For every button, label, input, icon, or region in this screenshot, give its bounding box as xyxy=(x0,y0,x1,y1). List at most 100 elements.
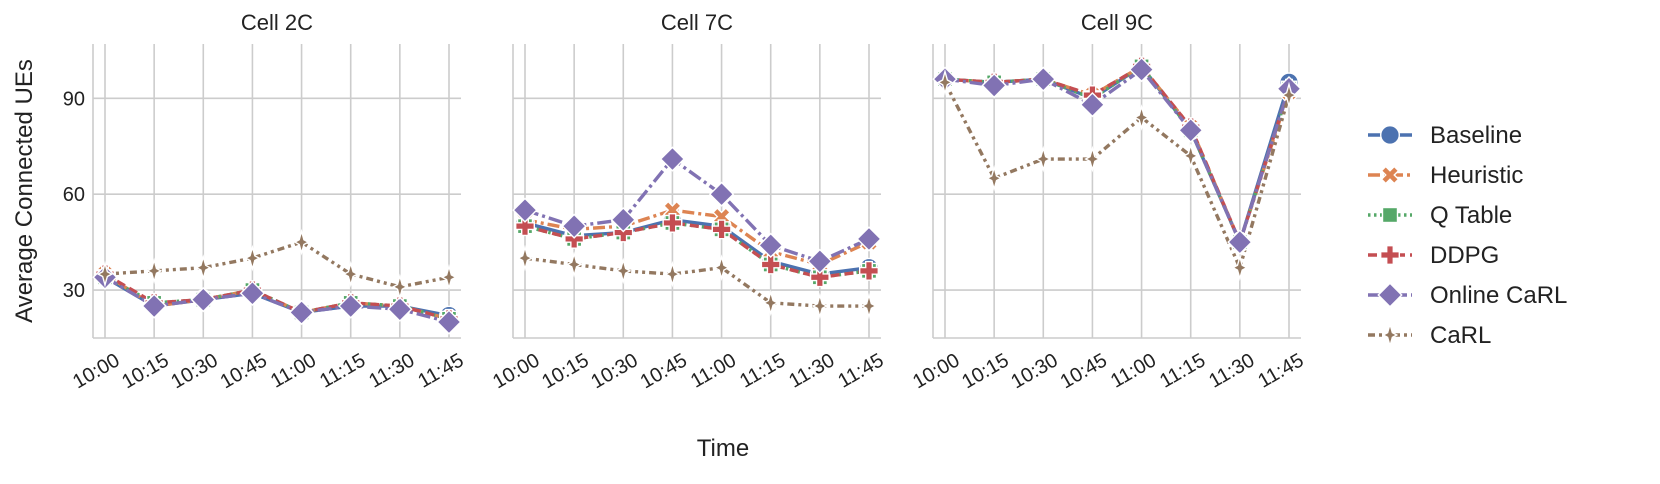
marker-diamond xyxy=(387,296,413,322)
marker-diamond xyxy=(659,146,686,172)
marker-diamond xyxy=(1079,92,1106,118)
x-tick-label: 10:00 xyxy=(489,349,543,393)
marker-diamond xyxy=(1377,282,1403,308)
x-tick-label: 11:30 xyxy=(365,349,418,392)
panel-title: Cell 2C xyxy=(241,10,313,35)
marker-plus xyxy=(662,212,683,233)
x-tick-label: 11:45 xyxy=(414,349,467,392)
marker-diamond xyxy=(338,293,364,319)
marker-star xyxy=(440,263,458,291)
marker-star xyxy=(1133,104,1150,131)
legend-item: Q Table xyxy=(1368,202,1512,229)
marker-diamond xyxy=(1227,229,1253,255)
panel-title: Cell 7C xyxy=(661,10,733,35)
marker-diamond xyxy=(1030,66,1056,92)
marker-star xyxy=(811,292,829,320)
x-tick-label: 10:00 xyxy=(909,349,963,393)
x-tick-label: 11:15 xyxy=(316,349,369,392)
marker-diamond xyxy=(610,207,636,233)
marker-diamond xyxy=(1178,117,1204,143)
marker-diamond xyxy=(807,248,833,274)
marker-diamond xyxy=(708,181,735,207)
legend-label: CaRL xyxy=(1430,322,1491,349)
marker-plus xyxy=(809,267,830,288)
marker-plus xyxy=(1379,244,1401,265)
marker-star xyxy=(664,260,681,288)
marker-plus xyxy=(760,254,781,275)
marker-diamond xyxy=(1128,56,1155,83)
x-tick-label: 10:15 xyxy=(538,349,592,393)
x-tick-label: 11:00 xyxy=(267,349,320,392)
series-markers-online-carl xyxy=(512,146,882,274)
marker-star xyxy=(1231,254,1249,282)
x-tick-label: 11:00 xyxy=(1107,349,1160,392)
marker-star xyxy=(1280,81,1298,109)
y-axis-label: Average Connected UEs xyxy=(11,59,38,323)
marker-x xyxy=(1380,165,1400,185)
panel-3: 10:0010:1510:3010:4511:0011:1511:3011:45… xyxy=(909,10,1307,393)
y-tick-label: 60 xyxy=(63,184,85,206)
series-markers-carl xyxy=(516,244,878,320)
marker-star xyxy=(762,289,779,317)
marker-star xyxy=(565,251,583,278)
series-line-online-carl xyxy=(104,275,450,324)
marker-diamond xyxy=(512,197,538,223)
marker-diamond xyxy=(981,72,1007,99)
legend-item: Heuristic xyxy=(1368,162,1523,189)
marker-star xyxy=(1182,142,1199,170)
legend-item: Online CaRL xyxy=(1368,282,1567,309)
marker-star xyxy=(936,68,954,96)
marker-star xyxy=(516,244,534,272)
x-tick-label: 11:30 xyxy=(785,349,838,392)
legend-label: Baseline xyxy=(1430,122,1522,149)
legend: Baseline Heuristic Q Table DDPG Online CaRL C… xyxy=(1368,122,1567,349)
marker-star xyxy=(1381,321,1399,349)
marker-diamond xyxy=(856,226,882,252)
marker-diamond xyxy=(190,286,216,313)
legend-item: Baseline xyxy=(1368,122,1522,149)
series-markers-carl xyxy=(96,228,458,301)
marker-star xyxy=(860,292,878,320)
x-tick-label: 11:45 xyxy=(834,349,887,392)
panel-1: 30 60 90 10:0010:1510:3010:4511:0011:1511:3… xyxy=(63,10,468,393)
x-tick-label: 10:45 xyxy=(637,349,691,393)
marker-star xyxy=(1035,145,1052,173)
marker-star xyxy=(145,257,163,285)
marker-star xyxy=(244,244,261,272)
marker-plus xyxy=(515,216,535,237)
marker-plus xyxy=(859,260,879,281)
series-markers-ddpg xyxy=(515,212,879,288)
x-tick-label: 11:00 xyxy=(687,349,740,392)
series-line-carl xyxy=(104,240,450,289)
x-tick-label: 10:15 xyxy=(958,349,1012,393)
marker-star xyxy=(342,260,359,288)
legend-item: DDPG xyxy=(1368,242,1499,269)
y-tick-label: 30 xyxy=(63,280,85,302)
marker-star xyxy=(195,254,212,282)
legend-label: Heuristic xyxy=(1430,162,1523,189)
legend-label: DDPG xyxy=(1430,242,1499,269)
x-tick-label: 10:45 xyxy=(217,349,271,393)
series-markers-carl xyxy=(936,68,1298,282)
legend-label: Online CaRL xyxy=(1430,282,1567,309)
marker-diamond xyxy=(288,299,315,326)
legend-label: Q Table xyxy=(1430,202,1512,229)
marker-diamond xyxy=(561,213,587,239)
x-axis-label: Time xyxy=(697,435,749,462)
marker-square xyxy=(1381,206,1399,224)
x-tick-label: 10:30 xyxy=(587,349,641,393)
x-tick-label: 10:45 xyxy=(1057,349,1111,393)
x-tick-label: 10:00 xyxy=(69,349,123,393)
x-tick-label: 10:30 xyxy=(1007,349,1061,393)
marker-plus xyxy=(564,228,585,249)
marker-diamond xyxy=(436,309,462,335)
marker-star xyxy=(391,273,409,301)
marker-star xyxy=(615,257,632,285)
legend-item: CaRL xyxy=(1368,321,1491,349)
marker-star xyxy=(985,164,1003,192)
x-tick-label: 11:15 xyxy=(1156,349,1209,392)
marker-star xyxy=(293,228,310,256)
x-tick-label: 11:15 xyxy=(736,349,789,392)
